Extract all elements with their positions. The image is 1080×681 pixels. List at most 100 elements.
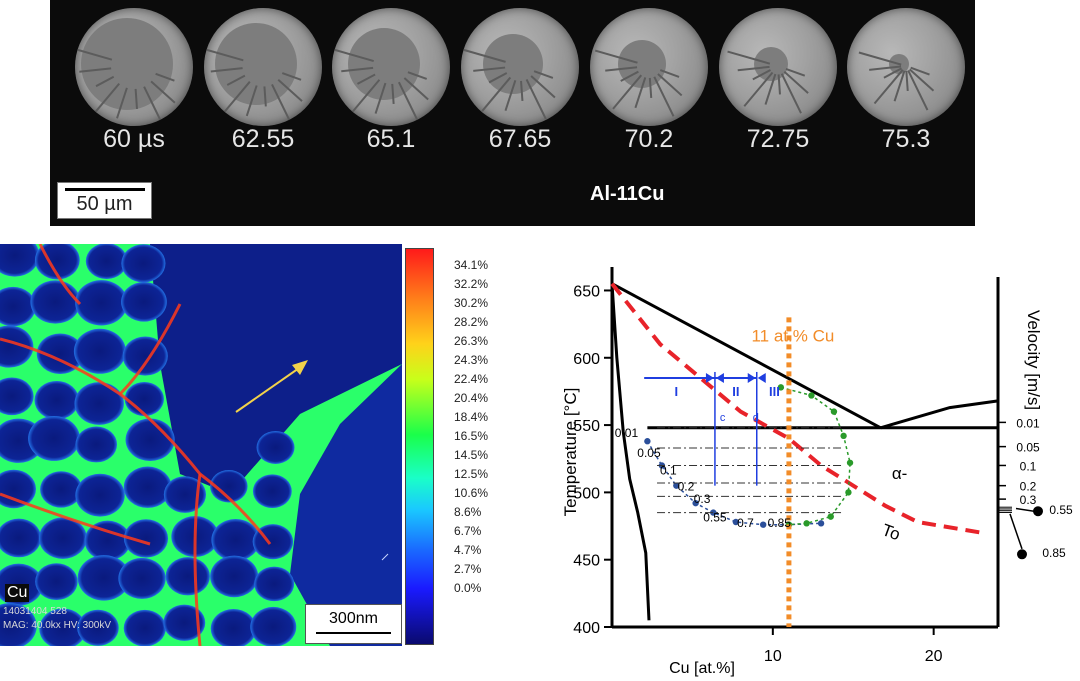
hs-scale-bar-label: 50 µm (76, 193, 133, 215)
pd-solidus-point (644, 438, 651, 445)
eds-cell (74, 382, 124, 425)
pd-velocity-dot (1033, 506, 1043, 517)
eds-cu-rich-boundary (0, 337, 272, 545)
pd-liquidus-point (803, 520, 810, 527)
melt-pool (215, 23, 297, 105)
eds-cell (30, 280, 81, 324)
pd-liquidus-point (827, 513, 834, 520)
hs-frame (332, 8, 450, 126)
colorbar-tick-label: 24.3% (454, 353, 489, 367)
pd-region-label: I (675, 384, 679, 399)
eds-cell (38, 517, 87, 559)
pd-velocity-dot (1017, 549, 1027, 560)
pd-solidus-point (692, 499, 699, 507)
pd-region-arrow-icon (747, 372, 756, 383)
melt-pool (618, 40, 666, 88)
eds-scratch-mark (381, 553, 389, 561)
pd-velocity-right-label: 0.85 (1042, 546, 1066, 560)
pd-velocity-label: 0.01 (615, 426, 639, 440)
eds-cell (121, 244, 166, 283)
eds-cu-map: Cu 14031404 528 MAG: 40.0kx HV: 300kV 30… (0, 244, 402, 646)
eds-cell (77, 609, 119, 646)
colorbar-tick-label: 16.5% (454, 429, 489, 443)
eds-image-id: 14031404 528 (3, 606, 67, 617)
eds-cell (75, 473, 125, 517)
eds-cu-rich-boundary (0, 492, 151, 546)
pd-solidus-point (673, 482, 680, 489)
eds-cell (85, 244, 128, 280)
pd-velocity-label: 0.3 (694, 492, 711, 506)
eds-cell (75, 426, 118, 463)
eds-cu-rich-boundary (193, 473, 202, 646)
eds-cell (211, 518, 260, 561)
pd-region-label: II (732, 384, 739, 399)
dendrite-streak (653, 76, 675, 117)
pd-velocity-right-label: 0.3 (1020, 493, 1037, 507)
eds-cell (36, 333, 84, 375)
pd-velocity-label: 0.2 (678, 480, 695, 494)
pd-region-arrow-icon (757, 372, 766, 383)
eds-cell (77, 555, 131, 601)
pd-x-tick-label: 20 (925, 648, 943, 665)
hs-scale-bar: 50 µm (57, 182, 152, 219)
colorbar-tick-label: 8.6% (454, 505, 482, 519)
eds-scale-bar-line (316, 632, 391, 634)
pd-velocity-pointer (1015, 507, 1035, 512)
pd-solidus-kinetic (646, 440, 822, 526)
eds-cell (252, 474, 292, 509)
eds-cell (28, 415, 80, 461)
pd-region-arrow-icon (715, 372, 724, 383)
colorbar-tick-label: 30.2% (454, 296, 489, 310)
pd-solidus-point (817, 520, 825, 527)
pd-velocity-label: 0.85 (768, 516, 792, 530)
hs-frame-time-label: 72.75 (746, 125, 810, 153)
hs-frame (719, 8, 837, 126)
hs-frame-time-label: 62.55 (231, 125, 295, 153)
pd-liquidus-point (777, 384, 785, 391)
pd-region-marker: d (753, 412, 759, 424)
colorbar-tick-label: 32.2% (454, 277, 489, 291)
eds-cell (121, 282, 167, 322)
pd-composition-label: 11 at.% Cu (751, 327, 834, 346)
eds-cell (122, 336, 168, 376)
pd-liquidus-point (846, 459, 854, 466)
pd-y-tick-label: 550 (573, 418, 600, 435)
pd-liquidus-point (845, 489, 852, 496)
eds-cell (73, 328, 126, 374)
pd-solvus-line (610, 283, 651, 621)
eds-cell (125, 418, 175, 462)
eds-cell (254, 566, 295, 602)
pd-velocity-right-label: 0.55 (1049, 503, 1073, 517)
colorbar-tick-label: 2.7% (454, 562, 482, 576)
eds-cell (0, 244, 40, 277)
colorbar-tick-label: 20.4% (454, 391, 489, 405)
eds-cell (163, 604, 206, 641)
eds-cell (0, 286, 36, 327)
pd-velocity-right-label: 0.2 (1020, 480, 1037, 494)
pd-velocity-label: 0.05 (637, 446, 661, 460)
eds-growth-arrow-line (235, 365, 303, 413)
pd-velocity-label: 0.55 (703, 511, 727, 525)
phase-diagram: 400 450 500 550 600 650 10 20 Cu [at.%] Temperatu… (561, 267, 1073, 677)
pd-liquidus-point (808, 392, 815, 399)
eds-colorbar (405, 248, 434, 645)
eds-cell (34, 380, 79, 420)
pd-region-arrow-icon (705, 372, 714, 383)
eds-cell (0, 518, 42, 558)
hs-frame-time-label: 70.2 (624, 125, 674, 153)
pd-y-tick-label: 450 (573, 553, 600, 570)
pd-solidus-point (710, 509, 717, 516)
colorbar-tick-label: 4.7% (454, 543, 482, 557)
pd-velocity-label: 0.1 (660, 464, 677, 478)
eds-scale-bar-label: 300nm (329, 610, 378, 627)
eds-scale-bar: 300nm (305, 604, 402, 644)
eds-mag-info: MAG: 40.0kx HV: 300kV (3, 620, 112, 631)
pd-velocity-label: 0.7 (737, 516, 754, 530)
pd-y-axis-label: Temperature [°C] (561, 388, 580, 517)
pd-right-axis-label: Velocity [m/s] (1024, 310, 1043, 410)
hs-frame (75, 8, 193, 126)
hs-frame-time-label: 65.1 (366, 125, 416, 153)
pd-region-marker: c (720, 412, 726, 424)
pd-theta-liquidus-line (880, 399, 999, 430)
eds-cell (210, 555, 259, 598)
